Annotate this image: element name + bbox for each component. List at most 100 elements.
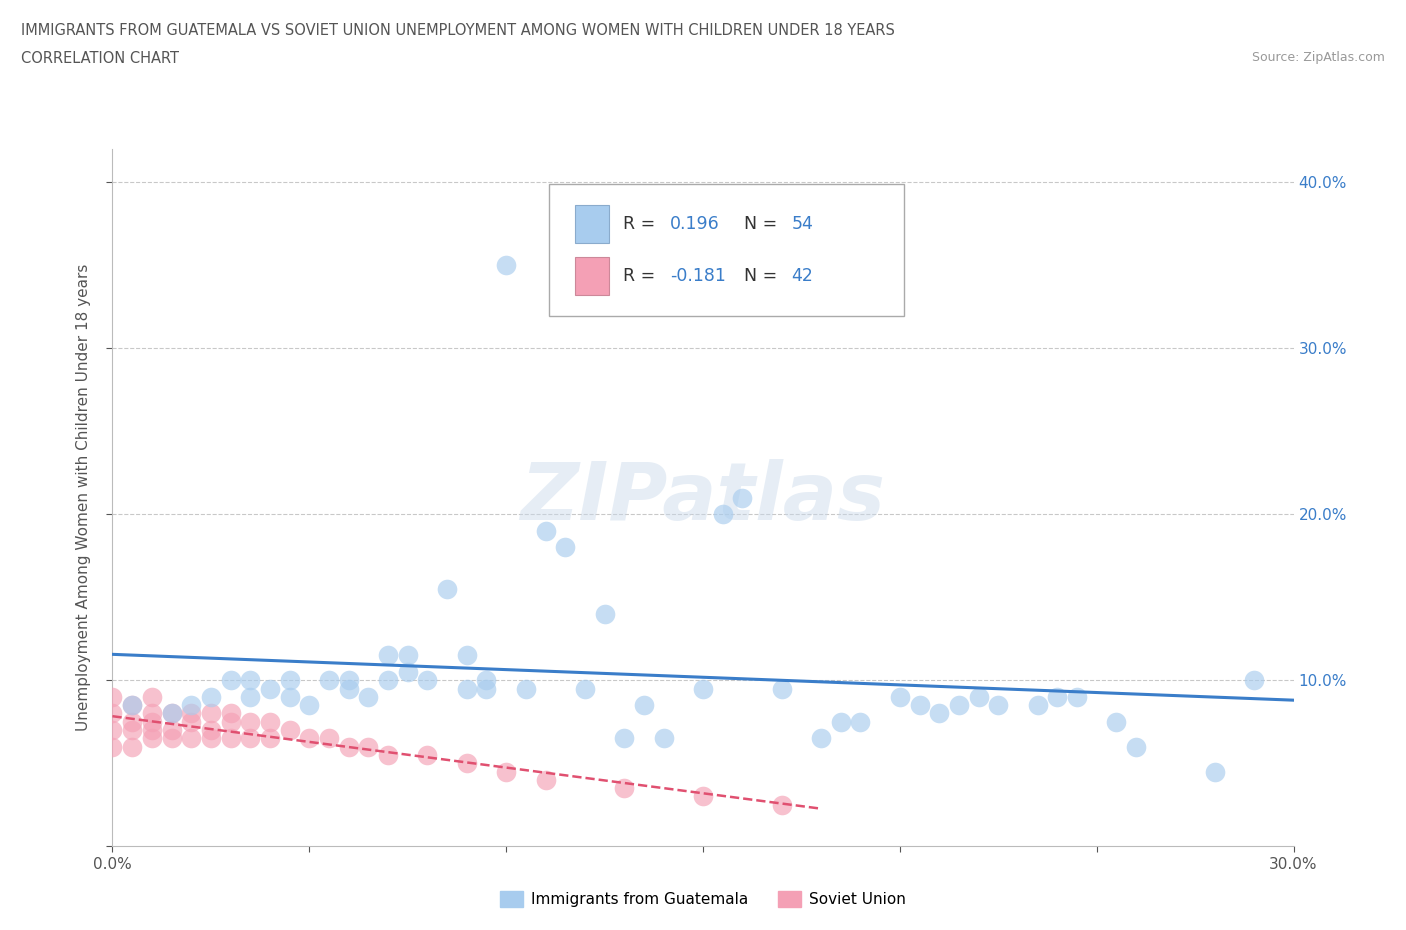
Text: CORRELATION CHART: CORRELATION CHART [21, 51, 179, 66]
Point [515, 681, 537, 696]
Point [357, 689, 380, 704]
Point [219, 731, 242, 746]
Point [456, 648, 478, 663]
Point [377, 748, 399, 763]
Point [200, 723, 222, 737]
Point [987, 698, 1010, 712]
Point [160, 723, 183, 737]
Point [101, 739, 124, 754]
Point [1204, 764, 1226, 779]
Point [377, 672, 399, 687]
Point [692, 681, 714, 696]
Point [495, 258, 517, 272]
Point [613, 781, 636, 796]
Point [948, 698, 970, 712]
Point [160, 706, 183, 721]
Point [200, 706, 222, 721]
Point [219, 714, 242, 729]
Point [731, 490, 754, 505]
Point [770, 681, 793, 696]
Point [200, 689, 222, 704]
Point [121, 698, 143, 712]
Legend: Immigrants from Guatemala, Soviet Union: Immigrants from Guatemala, Soviet Union [494, 884, 912, 913]
Point [554, 540, 576, 555]
Point [652, 731, 675, 746]
Point [928, 706, 950, 721]
Point [141, 723, 163, 737]
Point [180, 698, 202, 712]
Text: -0.181: -0.181 [669, 267, 725, 285]
Point [141, 714, 163, 729]
Point [711, 507, 734, 522]
Point [889, 689, 911, 704]
Text: 0.196: 0.196 [669, 215, 720, 232]
Point [337, 681, 360, 696]
Point [121, 723, 143, 737]
Point [141, 731, 163, 746]
Point [908, 698, 931, 712]
Point [101, 706, 124, 721]
FancyBboxPatch shape [575, 205, 609, 243]
Point [278, 689, 301, 704]
Point [121, 698, 143, 712]
Point [239, 689, 262, 704]
Point [830, 714, 852, 729]
Point [1105, 714, 1128, 729]
Point [1066, 689, 1088, 704]
Point [416, 748, 439, 763]
Point [967, 689, 990, 704]
Text: IMMIGRANTS FROM GUATEMALA VS SOVIET UNION UNEMPLOYMENT AMONG WOMEN WITH CHILDREN: IMMIGRANTS FROM GUATEMALA VS SOVIET UNIO… [21, 23, 896, 38]
Point [259, 681, 281, 696]
FancyBboxPatch shape [550, 184, 904, 316]
Point [593, 606, 616, 621]
Point [633, 698, 655, 712]
Text: R =: R = [623, 267, 655, 285]
Point [692, 789, 714, 804]
Point [377, 648, 399, 663]
Point [495, 764, 517, 779]
Point [200, 731, 222, 746]
Y-axis label: Unemployment Among Women with Children Under 18 years: Unemployment Among Women with Children U… [76, 264, 91, 731]
Text: ZIPatlas: ZIPatlas [520, 458, 886, 537]
Point [180, 731, 202, 746]
Point [101, 689, 124, 704]
Point [337, 739, 360, 754]
Text: 42: 42 [792, 267, 814, 285]
Point [456, 756, 478, 771]
Point [239, 731, 262, 746]
Text: N =: N = [744, 215, 778, 232]
Point [337, 672, 360, 687]
Point [613, 731, 636, 746]
Point [416, 672, 439, 687]
Text: Source: ZipAtlas.com: Source: ZipAtlas.com [1251, 51, 1385, 64]
Point [298, 698, 321, 712]
Point [278, 723, 301, 737]
Point [141, 706, 163, 721]
Point [396, 665, 419, 680]
Point [810, 731, 832, 746]
Point [534, 773, 557, 788]
Point [475, 672, 498, 687]
Point [180, 706, 202, 721]
FancyBboxPatch shape [575, 257, 609, 295]
Point [436, 581, 458, 596]
Point [534, 524, 557, 538]
Text: R =: R = [623, 215, 655, 232]
Point [770, 797, 793, 812]
Point [121, 714, 143, 729]
Point [396, 648, 419, 663]
Point [160, 731, 183, 746]
Point [849, 714, 872, 729]
Point [160, 706, 183, 721]
Point [456, 681, 478, 696]
Point [180, 714, 202, 729]
Point [219, 672, 242, 687]
Point [278, 672, 301, 687]
Point [475, 681, 498, 696]
Point [239, 714, 262, 729]
Point [239, 672, 262, 687]
Point [259, 731, 281, 746]
Point [318, 672, 340, 687]
Text: 54: 54 [792, 215, 814, 232]
Point [318, 731, 340, 746]
